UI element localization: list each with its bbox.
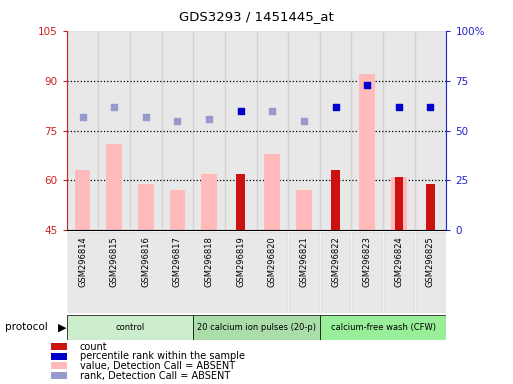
Bar: [256, 232, 288, 313]
Point: [142, 114, 150, 120]
Bar: [67, 31, 98, 230]
Bar: [296, 190, 312, 230]
Text: GSM296819: GSM296819: [236, 237, 245, 287]
Text: calcium-free wash (CFW): calcium-free wash (CFW): [330, 323, 436, 332]
Bar: [320, 315, 446, 340]
Text: GSM296820: GSM296820: [268, 237, 277, 287]
Text: GSM296824: GSM296824: [394, 237, 403, 287]
Bar: [351, 232, 383, 313]
Bar: [130, 31, 162, 230]
Text: control: control: [115, 323, 145, 332]
Point: [331, 104, 340, 110]
Text: 20 calcium ion pulses (20-p): 20 calcium ion pulses (20-p): [197, 323, 316, 332]
Bar: [193, 31, 225, 230]
Point: [426, 104, 435, 110]
Text: GSM296816: GSM296816: [141, 237, 150, 287]
Bar: [320, 31, 351, 230]
Point: [268, 108, 277, 114]
Bar: [138, 184, 154, 230]
Text: GSM296821: GSM296821: [300, 237, 308, 287]
Text: GSM296815: GSM296815: [110, 237, 119, 287]
Bar: [67, 315, 193, 340]
Bar: [162, 232, 193, 313]
Bar: [225, 31, 256, 230]
Bar: [359, 74, 375, 230]
Bar: [162, 31, 193, 230]
Bar: [391, 177, 407, 230]
Bar: [201, 174, 217, 230]
Point: [78, 114, 87, 120]
Bar: [264, 154, 280, 230]
Bar: [383, 31, 415, 230]
Text: protocol: protocol: [5, 322, 48, 333]
Bar: [67, 232, 98, 313]
Text: GSM296814: GSM296814: [78, 237, 87, 287]
Point: [110, 104, 118, 110]
Text: ▶: ▶: [58, 322, 67, 333]
Bar: [415, 31, 446, 230]
Point: [394, 104, 403, 110]
Text: GSM296825: GSM296825: [426, 237, 435, 287]
Bar: [351, 31, 383, 230]
Text: rank, Detection Call = ABSENT: rank, Detection Call = ABSENT: [80, 371, 230, 381]
Bar: [426, 184, 435, 230]
Bar: [331, 170, 340, 230]
Bar: [98, 232, 130, 313]
Text: GDS3293 / 1451445_at: GDS3293 / 1451445_at: [179, 10, 334, 23]
Bar: [288, 232, 320, 313]
Bar: [394, 177, 403, 230]
Bar: [106, 144, 122, 230]
Bar: [288, 31, 320, 230]
Point: [236, 108, 245, 114]
Text: GSM296817: GSM296817: [173, 237, 182, 287]
Bar: [169, 190, 185, 230]
Bar: [130, 232, 162, 313]
Bar: [256, 31, 288, 230]
Point: [173, 118, 182, 124]
Point: [205, 116, 213, 122]
Text: value, Detection Call = ABSENT: value, Detection Call = ABSENT: [80, 361, 234, 371]
Bar: [236, 174, 245, 230]
Text: GSM296822: GSM296822: [331, 237, 340, 287]
Bar: [193, 315, 320, 340]
Bar: [415, 232, 446, 313]
Text: count: count: [80, 342, 107, 352]
Bar: [383, 232, 415, 313]
Bar: [74, 170, 90, 230]
Bar: [225, 232, 256, 313]
Text: GSM296818: GSM296818: [205, 237, 213, 287]
Bar: [320, 232, 351, 313]
Text: GSM296823: GSM296823: [363, 237, 372, 287]
Bar: [193, 232, 225, 313]
Point: [300, 118, 308, 124]
Point: [363, 81, 371, 88]
Bar: [98, 31, 130, 230]
Text: percentile rank within the sample: percentile rank within the sample: [80, 351, 245, 361]
